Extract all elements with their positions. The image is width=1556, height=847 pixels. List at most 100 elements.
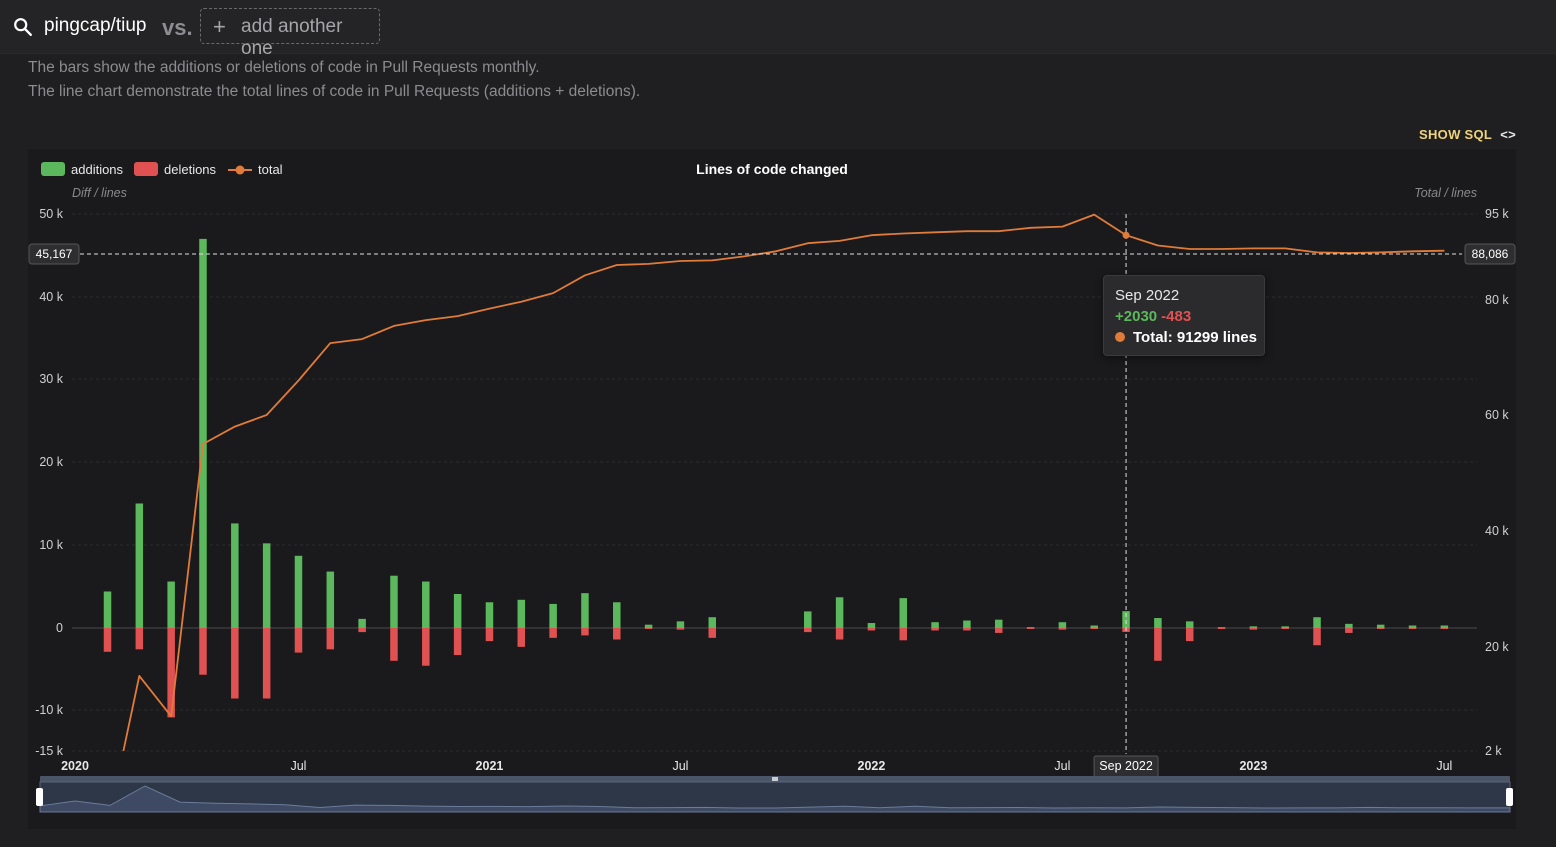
y-left-tick-label: 0 bbox=[56, 621, 63, 635]
bar-deletions bbox=[899, 628, 907, 641]
y-left-tick-label: 20 k bbox=[39, 455, 63, 469]
y-left-tick-label: 30 k bbox=[39, 372, 63, 386]
show-sql-label: SHOW SQL bbox=[1419, 127, 1493, 142]
tooltip-total-text: Total: 91299 lines bbox=[1133, 329, 1257, 346]
bar-deletions bbox=[1217, 628, 1226, 629]
bar-additions bbox=[994, 619, 1003, 628]
legend-additions-swatch bbox=[41, 162, 65, 176]
bar-deletions bbox=[644, 628, 653, 629]
bar-additions bbox=[1154, 618, 1162, 628]
bar-deletions bbox=[994, 628, 1003, 633]
bar-deletions bbox=[1376, 628, 1385, 629]
bar-additions bbox=[517, 599, 526, 628]
legend-deletions-label: deletions bbox=[164, 162, 217, 177]
bar-additions bbox=[1090, 625, 1098, 628]
y-right-tick-label: 60 k bbox=[1485, 408, 1509, 422]
legend-deletions-swatch bbox=[134, 162, 158, 176]
chart-title: Lines of code changed bbox=[696, 161, 848, 177]
total-line bbox=[122, 213, 1445, 752]
show-sql-button[interactable]: SHOW SQL <> bbox=[1419, 127, 1516, 142]
legend-total-label: total bbox=[258, 162, 283, 177]
zoom-preview-area bbox=[39, 785, 1511, 813]
y-axis-left-name: Diff / lines bbox=[72, 186, 127, 200]
bar-deletions bbox=[358, 628, 366, 633]
search-icon[interactable] bbox=[12, 16, 34, 38]
crosshair-left-value: 45,167 bbox=[36, 247, 73, 261]
add-repo-button[interactable]: + add another one bbox=[200, 8, 380, 59]
bar-additions bbox=[1249, 626, 1258, 628]
bar-additions bbox=[326, 571, 335, 628]
bar-deletions bbox=[963, 628, 971, 631]
bar-deletions bbox=[294, 628, 303, 653]
code-icon: <> bbox=[1500, 127, 1516, 142]
y-left-tick-label: 10 k bbox=[39, 538, 63, 552]
y-right-tick-label: 80 k bbox=[1485, 293, 1509, 307]
add-repo-label: add another one bbox=[241, 16, 343, 59]
zoom-handle-right[interactable] bbox=[1506, 788, 1513, 806]
bar-additions bbox=[549, 603, 557, 628]
bar-deletions bbox=[549, 628, 557, 638]
bar-deletions bbox=[613, 628, 621, 640]
x-tick-label: Jul bbox=[290, 759, 306, 773]
bar-additions bbox=[963, 620, 971, 628]
tooltip-diff: +2030 -483 bbox=[1115, 308, 1191, 325]
bar-additions bbox=[1408, 625, 1417, 628]
bar-additions bbox=[676, 621, 685, 628]
bar-deletions bbox=[231, 628, 239, 699]
bar-deletions bbox=[1058, 628, 1067, 630]
bar-additions bbox=[1345, 623, 1353, 628]
bar-additions bbox=[1313, 617, 1321, 628]
bar-deletions bbox=[167, 628, 175, 718]
bar-additions bbox=[103, 591, 112, 628]
bar-additions bbox=[262, 543, 271, 628]
bar-additions bbox=[1122, 611, 1130, 628]
y-right-tick-label: 95 k bbox=[1485, 207, 1509, 221]
chart-panel bbox=[28, 149, 1516, 829]
description-line-1: The bars show the additions or deletions… bbox=[28, 59, 540, 76]
bar-deletions bbox=[931, 628, 939, 631]
tooltip-title: Sep 2022 bbox=[1115, 287, 1180, 304]
bar-additions bbox=[931, 622, 939, 628]
bar-additions bbox=[358, 618, 366, 628]
x-tick-label: Jul bbox=[672, 759, 688, 773]
bar-deletions bbox=[1345, 628, 1353, 633]
bar-deletions bbox=[262, 628, 271, 699]
bar-additions bbox=[644, 624, 653, 628]
bar-deletions bbox=[1408, 628, 1417, 629]
bar-additions bbox=[167, 581, 175, 628]
bar-additions bbox=[613, 602, 621, 628]
bar-additions bbox=[899, 598, 907, 628]
bar-deletions bbox=[1090, 628, 1098, 629]
tooltip-deletions: -483 bbox=[1161, 308, 1192, 325]
bar-additions bbox=[231, 523, 239, 628]
x-tick-label: 2020 bbox=[61, 759, 89, 773]
vs-label: vs. bbox=[162, 15, 193, 40]
bar-deletions bbox=[199, 628, 207, 675]
bar-additions bbox=[1440, 625, 1449, 628]
bar-deletions bbox=[1154, 628, 1162, 661]
bar-deletions bbox=[835, 628, 844, 640]
y-right-tick-label: 2 k bbox=[1485, 744, 1502, 758]
y-left-tick-label: -10 k bbox=[35, 703, 64, 717]
total-dot-icon bbox=[1115, 332, 1125, 342]
bar-deletions bbox=[1026, 628, 1035, 629]
description-line-2: The line chart demonstrate the total lin… bbox=[28, 83, 641, 100]
zoom-handle-left[interactable] bbox=[36, 788, 43, 806]
bar-deletions bbox=[804, 628, 812, 633]
bar-additions bbox=[453, 593, 462, 628]
bar-additions bbox=[835, 597, 844, 628]
bar-deletions bbox=[485, 628, 494, 642]
bar-additions bbox=[294, 555, 303, 628]
bar-deletions bbox=[1185, 628, 1194, 642]
x-tick-label: Jul bbox=[1436, 759, 1452, 773]
bar-additions bbox=[1376, 624, 1385, 628]
bar-additions bbox=[1026, 627, 1035, 629]
highlight-point bbox=[1122, 231, 1130, 239]
plus-icon: + bbox=[213, 14, 226, 39]
bar-deletions bbox=[867, 628, 876, 631]
bar-deletions bbox=[422, 628, 430, 666]
legend-total-dot bbox=[235, 165, 245, 175]
top-bar: pingcap/tiup vs. + add another one bbox=[0, 0, 1556, 59]
repo-name[interactable]: pingcap/tiup bbox=[44, 15, 147, 36]
